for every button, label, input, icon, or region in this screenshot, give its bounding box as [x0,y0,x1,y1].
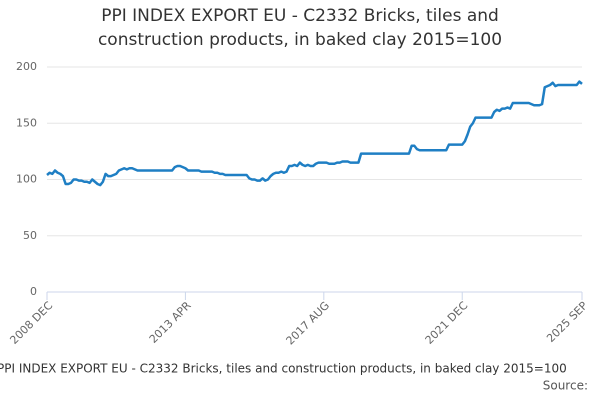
x-tick-label: 2017 AUG [284,299,333,348]
source: Source: [543,379,588,393]
y-tick-label: 150 [16,116,37,129]
x-tick-label: 2025 SEP [544,299,590,345]
y-tick-label: 100 [16,173,37,186]
y-tick-label: 200 [16,60,37,73]
chart-title: PPI INDEX EXPORT EU - C2332 Bricks, tile… [97,6,503,50]
data-line [46,80,583,187]
x-tick-label: 2021 DEC [423,299,471,347]
y-tick-label: 50 [23,229,37,242]
footer: PPI INDEX EXPORT EU - C2332 Bricks, tile… [0,362,567,376]
x-tick-label: 2008 DEC [7,299,55,347]
x-tick-label: 2013 APR [147,299,194,346]
y-tick-label: 0 [30,285,37,298]
